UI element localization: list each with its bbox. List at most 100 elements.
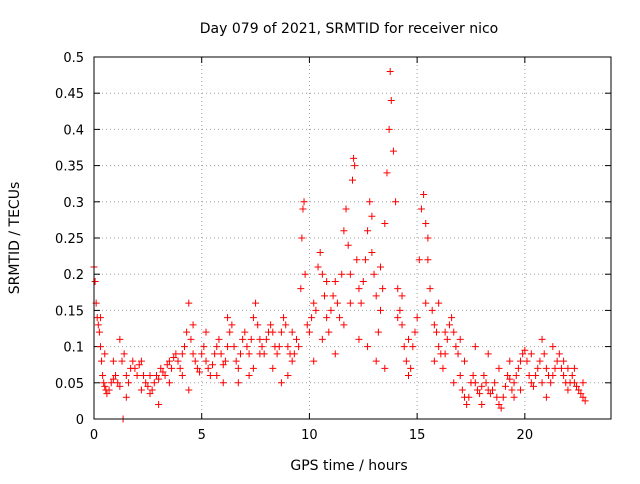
data-point: [387, 96, 395, 104]
data-point: [491, 379, 499, 387]
data-point: [185, 299, 193, 307]
x-tick-label: 15: [409, 428, 426, 443]
data-point: [308, 314, 316, 322]
data-point: [428, 306, 436, 314]
data-point: [193, 364, 201, 372]
data-point: [109, 357, 117, 365]
data-point: [323, 314, 331, 322]
data-point: [542, 393, 550, 401]
data-point: [331, 277, 339, 285]
y-tick-label: 0.2: [63, 268, 84, 283]
x-tick-label: 5: [198, 428, 206, 443]
data-point: [120, 350, 128, 358]
data-point: [374, 328, 382, 336]
data-point: [426, 285, 434, 293]
data-point: [243, 343, 251, 351]
data-point: [473, 386, 481, 394]
data-point: [299, 205, 307, 213]
data-point: [364, 343, 372, 351]
data-point: [454, 350, 462, 358]
data-point: [411, 328, 419, 336]
x-tick-label: 0: [90, 428, 98, 443]
data-point: [217, 350, 225, 358]
data-point: [262, 335, 270, 343]
data-point: [536, 357, 544, 365]
data-point: [150, 379, 158, 387]
data-point: [137, 386, 145, 394]
data-point: [118, 357, 126, 365]
data-point: [400, 343, 408, 351]
data-point: [165, 357, 173, 365]
data-point: [204, 364, 212, 372]
data-point: [471, 379, 479, 387]
data-point: [107, 379, 115, 387]
data-point: [340, 321, 348, 329]
data-point: [570, 364, 578, 372]
data-point: [202, 328, 210, 336]
data-point: [146, 372, 154, 380]
data-point: [465, 393, 473, 401]
data-point: [413, 314, 421, 322]
data-point: [140, 372, 148, 380]
data-point: [342, 205, 350, 213]
data-point: [409, 343, 417, 351]
data-point: [346, 299, 354, 307]
data-point: [495, 401, 503, 409]
data-point: [555, 350, 563, 358]
data-point: [163, 361, 171, 369]
data-point: [377, 263, 385, 271]
data-point: [301, 270, 309, 278]
data-point: [295, 343, 303, 351]
data-point: [581, 397, 589, 405]
data-point: [478, 401, 486, 409]
data-point: [441, 328, 449, 336]
data-point: [445, 321, 453, 329]
data-point: [112, 372, 120, 380]
data-point: [232, 357, 240, 365]
data-point: [129, 357, 137, 365]
data-point: [320, 292, 328, 300]
data-point: [386, 67, 394, 75]
data-point: [161, 372, 169, 380]
data-point: [553, 357, 561, 365]
data-point: [239, 335, 247, 343]
data-point: [577, 390, 585, 398]
data-point: [168, 364, 176, 372]
data-point: [314, 263, 322, 271]
data-point: [288, 328, 296, 336]
data-point: [96, 314, 104, 322]
data-point: [226, 328, 234, 336]
data-point: [202, 357, 210, 365]
data-point: [95, 328, 103, 336]
data-point: [305, 328, 313, 336]
data-point: [187, 335, 195, 343]
data-point: [258, 343, 266, 351]
data-point: [228, 321, 236, 329]
data-point: [114, 379, 122, 387]
data-point: [379, 285, 387, 293]
data-points: [90, 67, 589, 423]
data-point: [435, 299, 443, 307]
data-point: [497, 404, 505, 412]
data-point: [137, 357, 145, 365]
data-point: [493, 393, 501, 401]
data-point: [256, 350, 264, 358]
data-point: [452, 343, 460, 351]
data-point: [280, 314, 288, 322]
data-point: [441, 350, 449, 358]
data-point: [157, 364, 165, 372]
gridlines: [94, 57, 611, 419]
data-point: [230, 343, 238, 351]
data-point: [415, 256, 423, 264]
data-point: [353, 256, 361, 264]
data-point: [189, 321, 197, 329]
data-point: [443, 335, 451, 343]
data-point: [564, 364, 572, 372]
data-point: [338, 270, 346, 278]
data-point: [450, 379, 458, 387]
data-point: [381, 220, 389, 228]
data-point: [430, 321, 438, 329]
data-point: [300, 198, 308, 206]
